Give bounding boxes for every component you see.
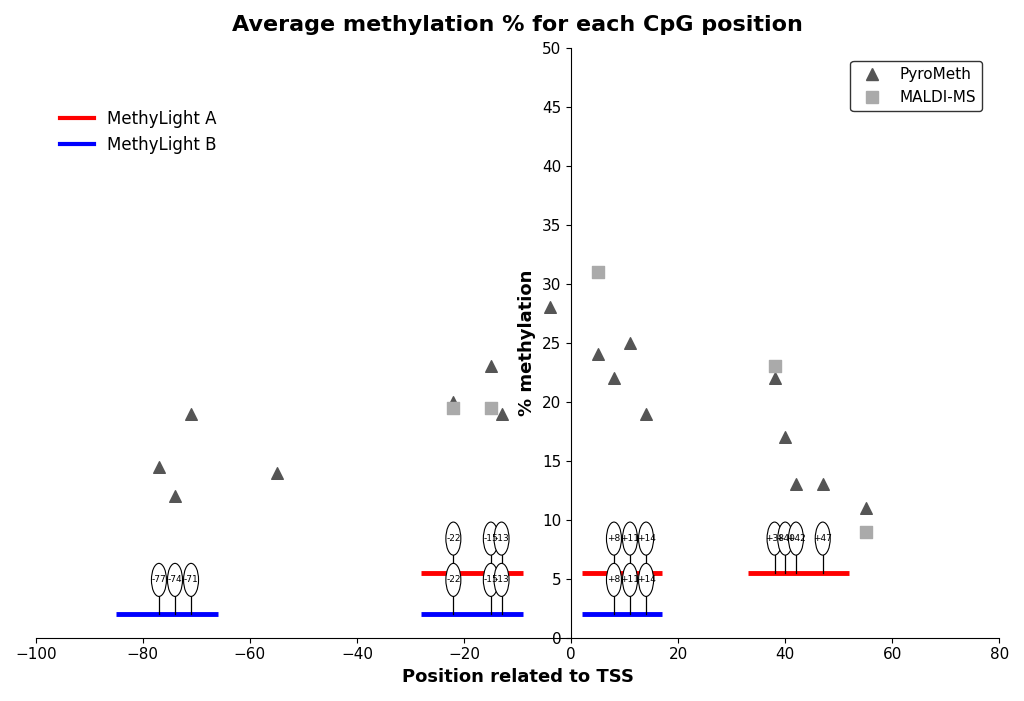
Point [606, 372, 623, 383]
Text: +40: +40 [776, 534, 795, 543]
Point [482, 402, 499, 413]
Circle shape [623, 522, 638, 555]
Point [494, 408, 510, 419]
Circle shape [606, 522, 622, 555]
Circle shape [483, 564, 499, 597]
Text: +11: +11 [621, 534, 640, 543]
Circle shape [778, 522, 793, 555]
Text: +42: +42 [786, 534, 805, 543]
Circle shape [494, 564, 509, 597]
Point [787, 479, 804, 490]
Circle shape [623, 564, 638, 597]
Y-axis label: % methylation: % methylation [518, 269, 537, 416]
Circle shape [445, 522, 461, 555]
Text: +8: +8 [607, 576, 621, 585]
Circle shape [815, 522, 830, 555]
Point [590, 349, 606, 360]
Point [638, 408, 654, 419]
Legend: MethyLight A, MethyLight B: MethyLight A, MethyLight B [54, 103, 223, 161]
Text: -13: -13 [495, 576, 509, 585]
Title: Average methylation % for each CpG position: Average methylation % for each CpG posit… [232, 15, 803, 35]
Text: -77: -77 [152, 576, 166, 585]
Circle shape [152, 564, 167, 597]
Point [167, 491, 183, 502]
Circle shape [639, 564, 653, 597]
Point [183, 408, 200, 419]
Circle shape [494, 522, 509, 555]
Text: -15: -15 [483, 534, 499, 543]
Point [857, 526, 873, 537]
Text: +38: +38 [765, 534, 784, 543]
Point [857, 503, 873, 514]
Point [622, 337, 638, 348]
Point [814, 479, 830, 490]
Circle shape [788, 522, 804, 555]
Circle shape [639, 522, 653, 555]
Text: +47: +47 [813, 534, 833, 543]
Text: +14: +14 [637, 534, 655, 543]
X-axis label: Position related to TSS: Position related to TSS [401, 668, 634, 686]
Point [590, 266, 606, 278]
Point [482, 361, 499, 372]
Point [445, 396, 462, 407]
Text: +14: +14 [637, 576, 655, 585]
Point [542, 301, 558, 313]
Text: -74: -74 [168, 576, 182, 585]
Circle shape [168, 564, 182, 597]
Text: -22: -22 [446, 534, 461, 543]
Point [268, 467, 285, 478]
Circle shape [767, 522, 782, 555]
Point [766, 361, 782, 372]
Point [445, 402, 462, 413]
Text: -13: -13 [495, 534, 509, 543]
Text: +11: +11 [621, 576, 640, 585]
Point [151, 461, 167, 472]
Point [766, 372, 782, 383]
Circle shape [445, 564, 461, 597]
Circle shape [483, 522, 499, 555]
Text: -22: -22 [446, 576, 461, 585]
Text: +8: +8 [607, 534, 621, 543]
Circle shape [606, 564, 622, 597]
Circle shape [183, 564, 199, 597]
Text: -71: -71 [183, 576, 199, 585]
Point [777, 432, 794, 443]
Text: -15: -15 [483, 576, 499, 585]
